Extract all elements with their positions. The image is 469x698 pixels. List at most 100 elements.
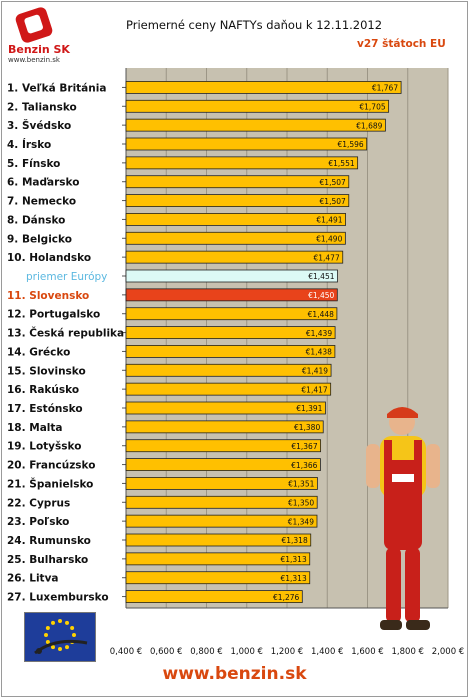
value-label-23: €1,349 bbox=[288, 517, 314, 526]
category-label-22: 22. Cyprus bbox=[7, 497, 70, 509]
category-label-8: 9. Belgicko bbox=[7, 233, 72, 245]
category-label-13: 13. Česká republika bbox=[7, 327, 124, 340]
benzin-logo[interactable]: Benzin SK www.benzin.sk bbox=[8, 5, 70, 64]
category-label-9: 10. Holandsko bbox=[7, 252, 91, 264]
eu-flag-graphic bbox=[34, 619, 88, 655]
bar-19 bbox=[125, 439, 322, 453]
category-label-25: 25. Bulharsko bbox=[7, 554, 88, 566]
bar-9 bbox=[125, 250, 344, 264]
category-label-24: 24. Rumunsko bbox=[7, 535, 91, 547]
value-label-25: €1,313 bbox=[280, 555, 306, 564]
chart-title: Priemerné ceny NAFTYs daňou k 12.11.2012 bbox=[126, 18, 383, 32]
x-tick-label-1: 0,600 € bbox=[150, 647, 182, 657]
bar-20 bbox=[125, 458, 321, 471]
bar-25 bbox=[125, 552, 311, 566]
x-tick-label-2: 0,800 € bbox=[190, 647, 222, 657]
flag-star bbox=[45, 626, 50, 630]
flag-star bbox=[45, 640, 50, 644]
flag-star bbox=[58, 619, 62, 623]
category-label-6: 7. Nemecko bbox=[7, 196, 76, 208]
category-label-26: 26. Litva bbox=[7, 573, 59, 585]
bar-17 bbox=[125, 401, 326, 415]
bar-8 bbox=[125, 231, 346, 245]
flag-star bbox=[65, 620, 69, 625]
x-tick-label-7: 1,800 € bbox=[392, 647, 424, 657]
x-tick-label-4: 1,200 € bbox=[271, 647, 303, 657]
bar-4 bbox=[125, 156, 359, 170]
category-label-19: 19. Lotyšsko bbox=[7, 441, 81, 453]
bar-14 bbox=[125, 345, 336, 358]
bar-15 bbox=[125, 363, 332, 377]
bar-27 bbox=[125, 590, 303, 603]
value-label-0: €1,767 bbox=[372, 84, 398, 93]
value-label-8: €1,490 bbox=[316, 234, 342, 243]
category-label-1: 2. Taliansko bbox=[7, 101, 77, 113]
flag-star bbox=[72, 633, 76, 637]
bar-12 bbox=[125, 307, 338, 321]
category-label-15: 15. Slovinsko bbox=[7, 365, 86, 377]
bar-18 bbox=[125, 420, 324, 434]
value-label-4: €1,551 bbox=[328, 159, 354, 168]
logo-text: Benzin SK bbox=[8, 43, 70, 56]
category-label-7: 8. Dánsko bbox=[7, 214, 65, 226]
x-tick-label-0: 0,400 € bbox=[110, 647, 142, 657]
bar-2 bbox=[125, 118, 386, 132]
bar-5 bbox=[125, 175, 350, 189]
value-label-9: €1,477 bbox=[313, 253, 339, 262]
value-label-21: €1,351 bbox=[288, 480, 314, 489]
category-label-20: 20. Francúzsko bbox=[7, 460, 95, 472]
category-label-10: priemer Európy bbox=[26, 271, 107, 283]
category-label-5: 6. Maďarsko bbox=[7, 177, 79, 189]
bar-21 bbox=[125, 477, 318, 490]
value-label-12: €1,448 bbox=[308, 310, 334, 319]
x-tick-label-6: 1,600 € bbox=[351, 647, 383, 657]
value-label-20: €1,366 bbox=[291, 461, 317, 470]
chart-subtitle: v27 štátoch EU bbox=[357, 38, 446, 50]
value-label-27: €1,276 bbox=[273, 593, 299, 602]
footer-url[interactable]: www.benzin.sk bbox=[162, 664, 307, 684]
value-label-19: €1,367 bbox=[291, 442, 317, 451]
bar-1 bbox=[125, 99, 390, 113]
value-label-26: €1,313 bbox=[280, 574, 306, 583]
bar-11 bbox=[125, 288, 338, 302]
value-label-5: €1,507 bbox=[320, 178, 346, 187]
value-label-10: €1,451 bbox=[308, 272, 334, 281]
value-label-13: €1,439 bbox=[306, 329, 332, 338]
flag-star bbox=[58, 647, 62, 651]
value-label-24: €1,318 bbox=[281, 536, 307, 545]
bar-26 bbox=[125, 571, 311, 585]
value-label-7: €1,491 bbox=[316, 216, 342, 225]
value-label-14: €1,438 bbox=[306, 348, 332, 357]
value-label-11: €1,450 bbox=[308, 291, 334, 300]
category-label-11: 11. Slovensko bbox=[7, 290, 89, 302]
category-label-21: 21. Španielsko bbox=[7, 477, 93, 490]
category-label-23: 23. Poľsko bbox=[7, 516, 69, 528]
bar-22 bbox=[125, 495, 318, 509]
flag-star bbox=[70, 626, 75, 630]
value-label-17: €1,391 bbox=[296, 404, 322, 413]
worker-mascot-icon bbox=[362, 400, 444, 636]
category-label-2: 3. Švédsko bbox=[7, 119, 71, 132]
category-label-16: 16. Rakúsko bbox=[7, 384, 79, 396]
bar-10 bbox=[125, 269, 338, 283]
value-label-6: €1,507 bbox=[320, 197, 346, 206]
category-label-14: 14. Grécko bbox=[7, 346, 70, 358]
bar-16 bbox=[125, 382, 332, 396]
eu-flag-icon bbox=[24, 612, 96, 662]
value-label-3: €1,596 bbox=[337, 140, 363, 149]
bar-6 bbox=[125, 194, 350, 207]
logo-url: www.benzin.sk bbox=[8, 56, 60, 64]
bar-13 bbox=[125, 326, 336, 339]
value-label-22: €1,350 bbox=[288, 498, 314, 507]
flag-star bbox=[51, 620, 55, 625]
flag-star bbox=[51, 645, 55, 650]
flag-star bbox=[65, 645, 69, 650]
category-label-4: 5. Fínsko bbox=[7, 158, 60, 170]
category-label-3: 4. Írsko bbox=[7, 138, 51, 151]
x-tick-label-3: 1,000 € bbox=[231, 647, 263, 657]
bar-23 bbox=[125, 514, 318, 528]
value-label-16: €1,417 bbox=[301, 385, 327, 394]
category-label-27: 27. Luxembursko bbox=[7, 592, 109, 604]
x-tick-label-5: 1,400 € bbox=[311, 647, 343, 657]
value-label-2: €1,689 bbox=[356, 121, 382, 130]
